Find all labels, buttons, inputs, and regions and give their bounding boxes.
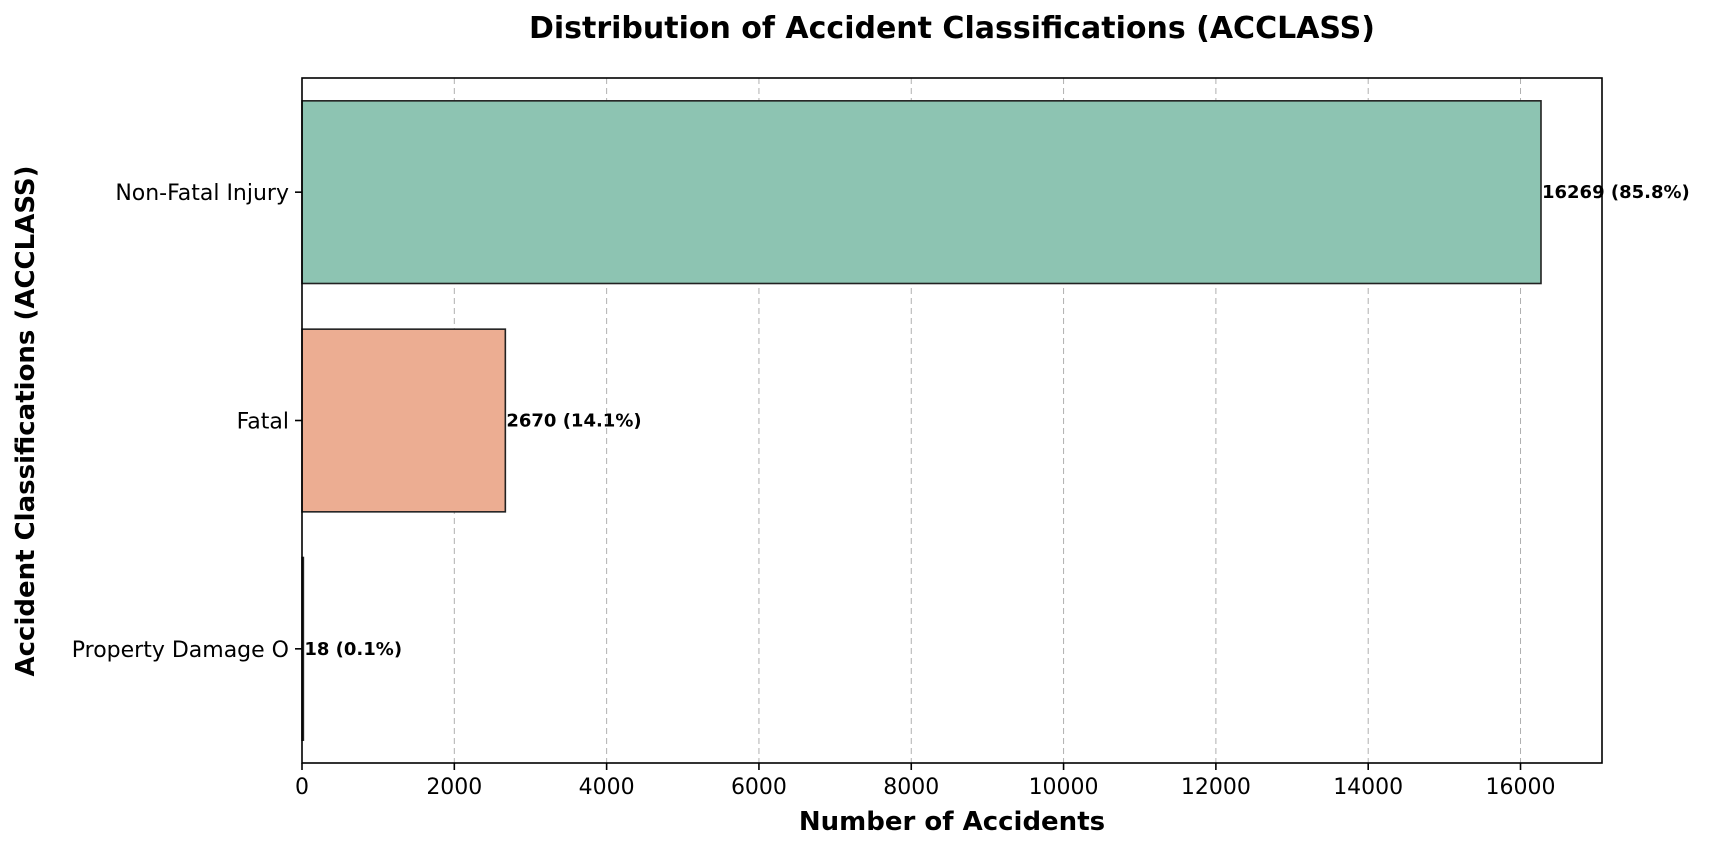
y-axis-label: Accident Classifications (ACCLASS) xyxy=(11,166,41,677)
x-tick-label: 2000 xyxy=(426,775,482,800)
x-tick-label: 14000 xyxy=(1333,775,1403,800)
x-tick-label: 12000 xyxy=(1181,775,1251,800)
bar xyxy=(301,100,1542,285)
y-tick-label: Property Damage O xyxy=(72,638,289,663)
x-tick-label: 6000 xyxy=(731,775,787,800)
bar-value-label: 16269 (85.8%) xyxy=(1542,182,1690,203)
y-tick-label: Fatal xyxy=(237,410,289,435)
x-tick-label: 4000 xyxy=(579,775,635,800)
bar-value-label: 18 (0.1%) xyxy=(304,639,402,660)
y-axis-ticks: Non-Fatal Injury Fatal Property Damage O xyxy=(72,181,302,663)
bar-value-label: 2670 (14.1%) xyxy=(506,411,641,432)
x-tick-label: 16000 xyxy=(1486,775,1556,800)
data-labels: 16269 (85.8%) 2670 (14.1%) 18 (0.1%) xyxy=(304,182,1689,660)
chart-title: Distribution of Accident Classifications… xyxy=(529,11,1375,46)
bar xyxy=(301,328,507,513)
x-axis-label: Number of Accidents xyxy=(799,807,1105,837)
x-axis-ticks: 0 2000 4000 6000 8000 10000 12000 14000 16000 xyxy=(295,763,1556,800)
x-tick-label: 0 xyxy=(295,775,309,800)
x-tick-label: 8000 xyxy=(883,775,939,800)
x-tick-label: 10000 xyxy=(1029,775,1099,800)
y-tick-label: Non-Fatal Injury xyxy=(115,181,289,206)
bars xyxy=(301,100,1542,741)
